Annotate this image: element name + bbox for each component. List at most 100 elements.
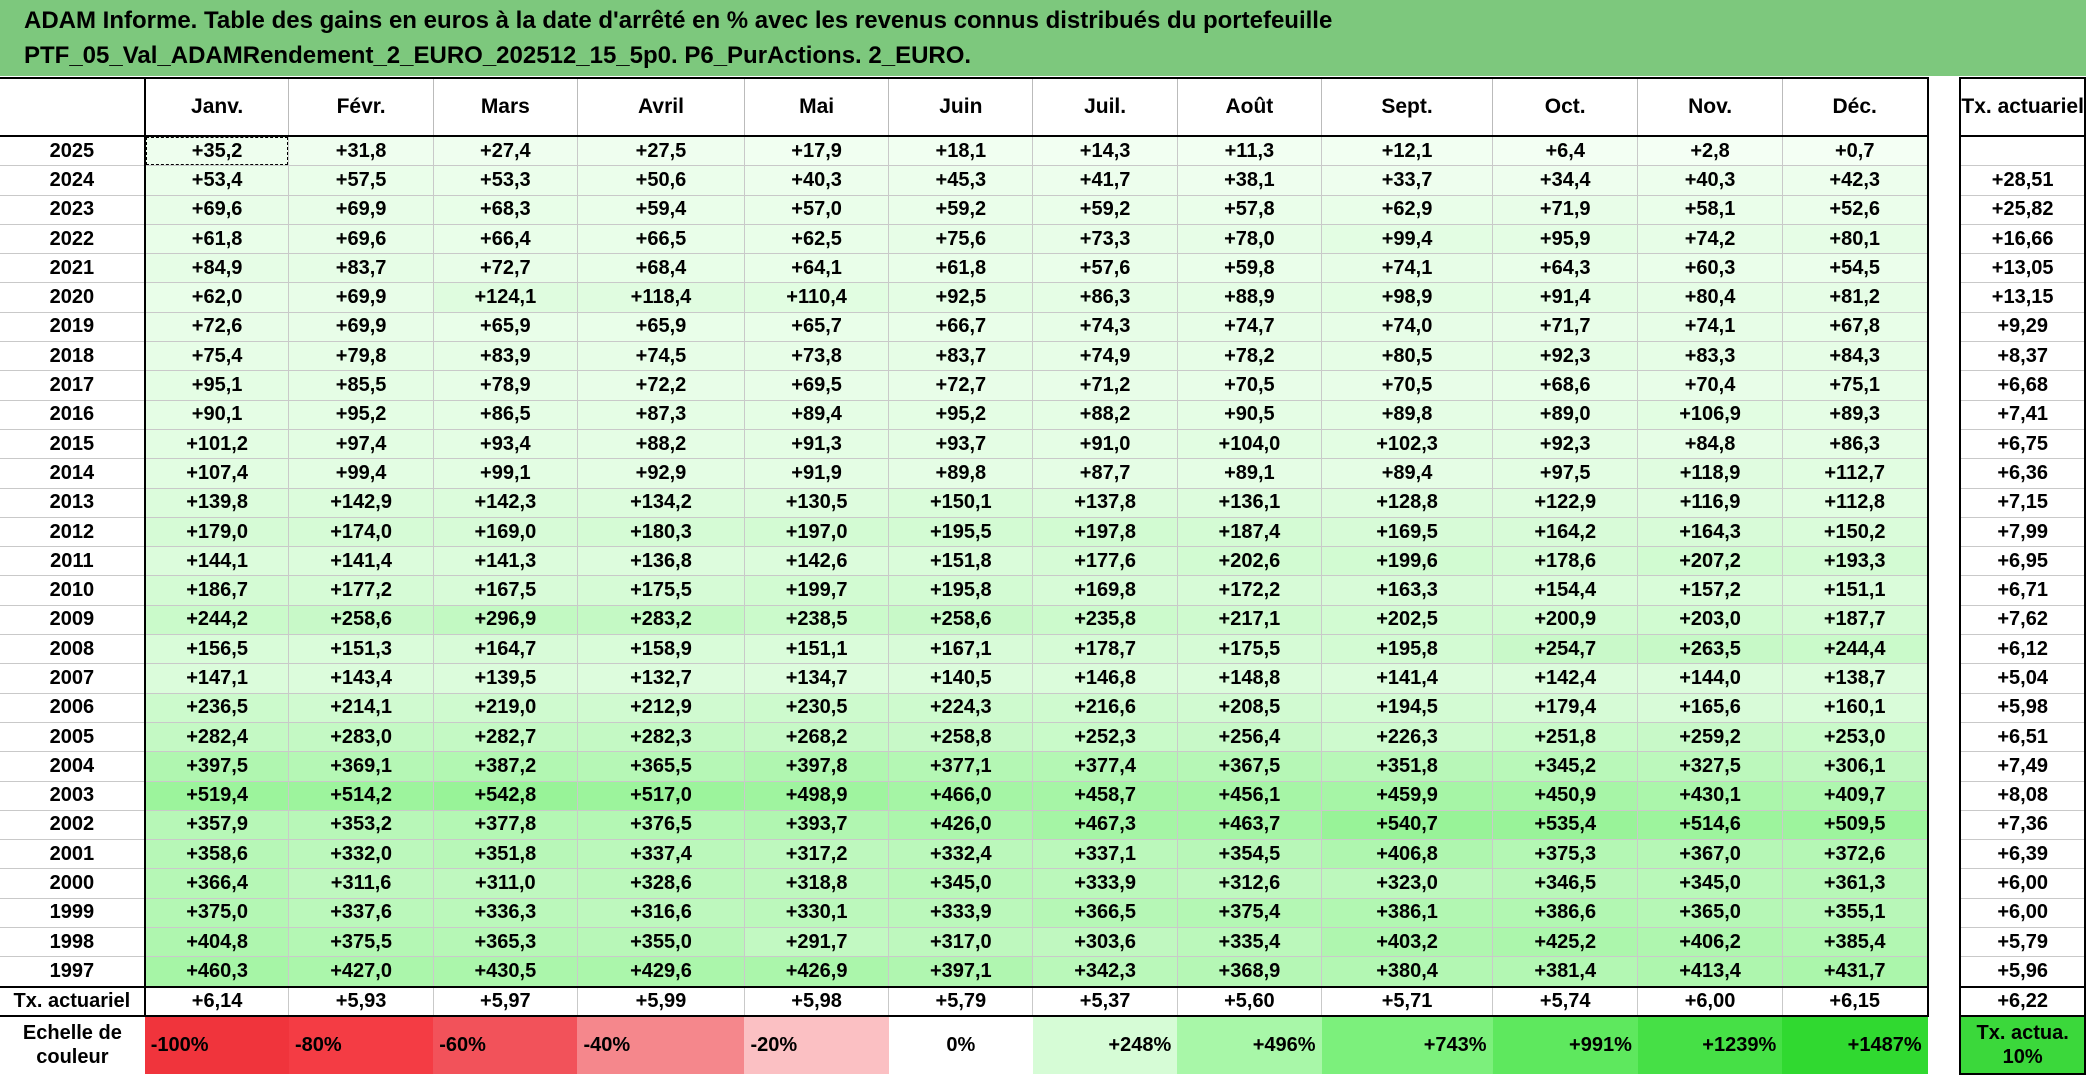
gain-cell: +158,9 (576, 634, 745, 665)
column-gap (1927, 927, 1961, 957)
gain-cell: +95,2 (888, 400, 1033, 430)
gain-cell: +296,9 (432, 605, 578, 636)
gain-cell: +212,9 (576, 693, 745, 723)
year-cell: 2009 (0, 605, 145, 636)
gain-cell: +99,1 (432, 458, 578, 489)
column-gap (1927, 839, 1961, 869)
gain-cell: +93,7 (888, 429, 1033, 460)
column-gap (1927, 781, 1961, 811)
gain-cell: +358,6 (143, 839, 289, 870)
gain-cell: +323,0 (1321, 868, 1493, 899)
gain-cell: +167,1 (888, 634, 1033, 665)
gain-cell: +74,0 (1321, 312, 1493, 343)
gain-cell: +57,8 (1176, 195, 1322, 225)
gain-cell: +365,0 (1637, 898, 1783, 929)
gain-cell: +375,3 (1492, 839, 1638, 870)
gain-cell: +195,8 (888, 575, 1033, 606)
gain-cell: +81,2 (1781, 282, 1929, 313)
gain-cell: +164,3 (1637, 517, 1783, 548)
gain-cell: +195,8 (1321, 634, 1493, 665)
table-row: 2016 +90,1 +95,2 +86,5 +87,3 +89,4 +95,2 +88,2 +… (0, 400, 2086, 430)
gain-cell: +84,3 (1781, 341, 1929, 372)
gain-cell: +65,9 (432, 312, 578, 343)
tx-actuariel-cell: +8,08 (1959, 781, 2086, 811)
gain-cell: +71,2 (1032, 370, 1178, 401)
tx-actuariel-cell: +6,51 (1959, 722, 2086, 753)
gain-cell: +95,1 (143, 370, 289, 401)
table-row: 2023 +69,6 +69,9 +68,3 +59,4 +57,0 +59,2 +59,2 +… (0, 195, 2086, 225)
gain-cell: +150,2 (1781, 517, 1929, 548)
table-body: 2025 +35,2 +31,8 +27,4 +27,5 +17,9 +18,1 +14,3 +… (0, 136, 2086, 1075)
gain-cell: +59,2 (1032, 195, 1178, 225)
summary-cell: +5,97 (432, 985, 578, 1017)
gain-cell: +224,3 (888, 693, 1033, 723)
gain-cell: +84,8 (1637, 429, 1783, 460)
tx-actuariel-cell: +7,99 (1959, 517, 2086, 548)
color-scale-swatch: +1239% (1637, 1015, 1783, 1074)
table-row: 2005 +282,4 +283,0 +282,7 +282,3 +268,2 +258,8… (0, 722, 2086, 753)
gain-cell: +0,7 (1781, 136, 1929, 167)
gain-cell: +361,3 (1781, 868, 1929, 899)
year-cell: 1997 (0, 956, 145, 988)
table-row: 1997 +460,3 +427,0 +430,5 +429,6 +426,9 +397,1… (0, 956, 2086, 988)
gain-cell: +330,1 (743, 898, 889, 929)
column-gap (1927, 605, 1961, 635)
gain-cell: +351,8 (432, 839, 578, 870)
color-scale-swatch: +991% (1492, 1015, 1638, 1074)
summary-row: Tx. actuariel +6,14 +5,93 +5,97 +5,99 +5,98 +5… (0, 985, 2086, 1017)
gain-cell: +519,4 (143, 781, 289, 811)
summary-cell: +5,99 (576, 985, 745, 1017)
color-scale-tx-swatch: Tx. actua. 10% (1959, 1014, 2086, 1075)
gain-cell: +303,6 (1032, 927, 1178, 958)
gain-cell: +463,7 (1176, 810, 1322, 841)
color-scale-swatch: +496% (1177, 1015, 1322, 1074)
tx-actuariel-cell: +5,79 (1959, 927, 2086, 958)
gain-cell: +92,5 (888, 282, 1033, 313)
gain-cell: +202,6 (1176, 546, 1322, 577)
table-row: 2018 +75,4 +79,8 +83,9 +74,5 +73,8 +83,7 +74,9 +… (0, 341, 2086, 372)
gain-cell: +42,3 (1781, 165, 1929, 196)
gain-cell: +97,4 (288, 429, 434, 460)
tx-actuariel-cell: +6,00 (1959, 868, 2086, 899)
gain-cell: +141,4 (288, 546, 434, 577)
column-gap (1927, 810, 1961, 840)
gain-cell: +311,0 (432, 868, 578, 899)
gain-cell: +75,6 (888, 224, 1033, 255)
gain-cell: +128,8 (1321, 488, 1493, 518)
gain-cell: +345,2 (1492, 751, 1638, 782)
gain-cell: +74,2 (1637, 224, 1783, 255)
gain-cell: +200,9 (1492, 605, 1638, 636)
gain-cell: +154,4 (1492, 575, 1638, 606)
gain-cell: +426,0 (888, 810, 1033, 841)
table-row: 2000 +366,4 +311,6 +311,0 +328,6 +318,8 +345,0… (0, 868, 2086, 899)
column-gap (1927, 868, 1961, 899)
year-cell: 2017 (0, 370, 145, 401)
summary-cell: +5,79 (888, 985, 1033, 1017)
gain-cell: +517,0 (576, 781, 745, 811)
gain-cell: +235,8 (1032, 605, 1178, 636)
gain-cell: +498,9 (743, 781, 889, 811)
gain-cell: +540,7 (1321, 810, 1493, 841)
gain-cell: +509,5 (1781, 810, 1929, 841)
gain-cell: +27,5 (576, 136, 745, 167)
gain-cell: +244,4 (1781, 634, 1929, 665)
gain-cell: +6,4 (1492, 136, 1638, 167)
gain-cell: +75,4 (143, 341, 289, 372)
color-scale-swatch: -60% (433, 1015, 578, 1074)
gain-cell: +377,1 (888, 751, 1033, 782)
gain-cell: +11,3 (1176, 136, 1322, 167)
gain-cell: +372,6 (1781, 839, 1929, 870)
gains-table: Janv. Févr. Mars Avril Mai Juin Juil. Août Sept.… (0, 77, 2086, 1075)
gain-cell: +53,4 (143, 165, 289, 196)
gain-cell: +311,6 (288, 868, 434, 899)
gain-cell: +291,7 (743, 927, 889, 958)
table-row: 2001 +358,6 +332,0 +351,8 +337,4 +317,2 +332,4… (0, 839, 2086, 870)
gain-cell: +336,3 (432, 898, 578, 929)
gain-cell: +72,7 (432, 253, 578, 284)
gain-cell: +65,7 (743, 312, 889, 343)
tx-actuariel-cell: +6,39 (1959, 839, 2086, 870)
month-header: Déc. (1781, 77, 1929, 137)
gain-cell: +112,7 (1781, 458, 1929, 489)
gain-cell: +61,8 (888, 253, 1033, 284)
gain-cell: +386,6 (1492, 898, 1638, 929)
